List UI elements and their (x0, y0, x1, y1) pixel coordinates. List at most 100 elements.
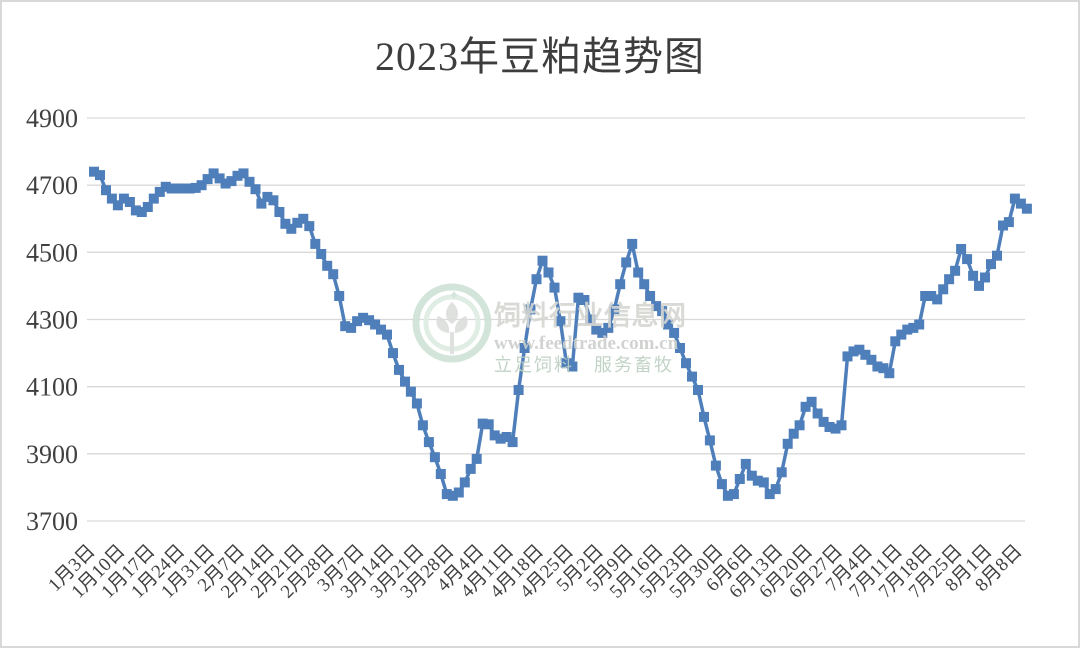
data-point-marker (400, 376, 410, 387)
data-point-marker (507, 437, 518, 448)
data-point-marker (202, 174, 213, 185)
data-point-marker (734, 474, 745, 484)
data-point-marker (429, 452, 440, 463)
data-point-marker (800, 401, 811, 412)
data-point-marker (657, 306, 668, 317)
data-point-marker (675, 343, 685, 353)
sparkle-icon: ✦ (448, 289, 460, 304)
data-point-marker (597, 327, 608, 338)
data-point-marker (244, 176, 255, 187)
data-point-marker (836, 420, 847, 431)
data-point-marker (758, 477, 769, 488)
data-point-marker (417, 420, 428, 431)
data-point-marker (136, 207, 147, 217)
data-point-marker (226, 176, 237, 187)
data-point-marker (489, 430, 500, 441)
data-point-marker (633, 267, 644, 278)
data-point-marker (860, 349, 871, 360)
data-point-marker (681, 358, 691, 369)
data-point-marker (292, 217, 303, 228)
y-tick-label: 4100 (26, 373, 78, 402)
data-point-marker (699, 411, 709, 422)
data-point-marker (370, 319, 381, 330)
data-point-marker (645, 291, 656, 301)
y-tick-label: 4900 (26, 104, 78, 133)
data-point-marker (328, 269, 339, 280)
data-point-marker (447, 490, 458, 501)
data-point-marker (974, 280, 984, 291)
data-point-marker (716, 479, 727, 490)
watermark-site-url: www.feedtrade.com.cn (494, 333, 679, 354)
data-point-marker (304, 221, 315, 232)
data-point-marker (746, 470, 757, 481)
data-point-marker (956, 244, 967, 254)
data-point-marker (663, 319, 674, 330)
data-point-marker (962, 254, 973, 265)
data-point-marker (190, 182, 201, 193)
data-point-marker (340, 321, 351, 332)
data-point-marker (154, 186, 165, 197)
data-point-marker (310, 238, 321, 249)
data-point-marker (358, 312, 369, 323)
data-point-marker (280, 218, 291, 229)
data-point-marker (603, 322, 614, 333)
data-point-marker (794, 420, 805, 431)
data-point-marker (519, 343, 530, 353)
data-point-marker (740, 458, 751, 469)
data-point-marker (621, 257, 632, 268)
data-point-marker (388, 348, 398, 359)
data-point-marker (824, 422, 835, 432)
watermark-site-name: 饲料行业信息网 (493, 300, 687, 331)
data-point-marker (274, 207, 285, 217)
data-point-marker (866, 354, 877, 365)
data-point-marker (196, 180, 207, 191)
data-point-marker (262, 191, 273, 202)
data-point-marker (232, 170, 243, 181)
data-point-marker (501, 432, 512, 442)
data-point-marker (908, 322, 919, 333)
data-point-marker (992, 250, 1002, 261)
data-point-marker (495, 433, 506, 444)
data-point-marker (483, 419, 494, 430)
data-point-marker (112, 200, 123, 211)
y-tick-label: 4700 (26, 171, 78, 200)
data-point-marker (872, 361, 883, 372)
data-point-marker (118, 193, 129, 204)
data-point-marker (172, 183, 183, 194)
data-point-marker (627, 238, 638, 249)
data-point-marker (453, 487, 464, 498)
data-point-marker (106, 193, 117, 204)
data-point-marker (124, 197, 135, 207)
data-point-marker (382, 329, 392, 340)
data-point-marker (980, 272, 990, 283)
watermark-slogan: 立足饲料 服务畜牧 (494, 355, 674, 375)
data-point-marker (142, 202, 153, 212)
data-point-marker (770, 484, 781, 495)
data-point-marker (932, 294, 943, 305)
data-point-marker (459, 477, 470, 488)
data-point-marker (567, 361, 578, 372)
data-point-marker (298, 213, 309, 224)
data-point-marker (687, 371, 697, 382)
y-tick-label: 3900 (26, 440, 78, 469)
data-point-marker (256, 198, 267, 209)
data-point-marker (435, 469, 446, 479)
data-point-marker (316, 249, 327, 259)
y-tick-label: 4300 (26, 306, 78, 335)
data-point-marker (1015, 198, 1026, 209)
data-point-marker (89, 166, 99, 177)
data-point-marker (812, 408, 823, 419)
data-point-marker (543, 267, 554, 278)
data-point-marker (101, 185, 111, 196)
data-point-marker (669, 327, 680, 338)
y-tick-label: 4500 (26, 238, 78, 267)
data-point-marker (944, 274, 955, 285)
data-point-marker (950, 265, 961, 276)
data-point-marker (352, 316, 363, 327)
data-point-marker (477, 418, 488, 429)
data-point-marker (938, 284, 949, 295)
data-point-marker (465, 463, 476, 474)
data-point-marker (531, 274, 542, 285)
data-point-marker (704, 435, 715, 446)
